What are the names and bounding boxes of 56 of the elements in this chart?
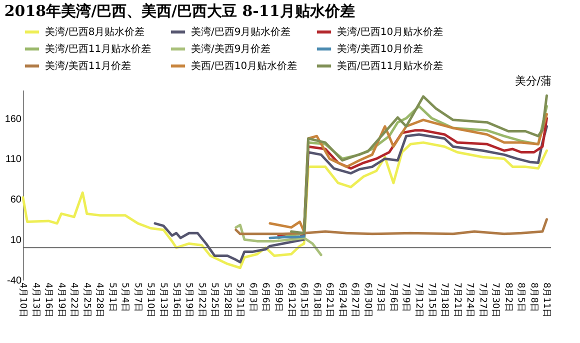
x-tick-label: 5月22日 [196,282,206,318]
x-tick-label: 7月6日 [388,282,398,312]
x-tick-label: 6月6日 [260,282,270,312]
x-tick-label: 8月8日 [528,282,538,312]
x-tick-label: 5月19日 [184,282,194,318]
x-tick-label: 6月27日 [350,282,360,318]
legend-label: 美湾/巴西9月贴水价差 [191,26,291,38]
legend-label: 美湾/巴西11月贴水价差 [45,43,152,55]
x-tick-label: 7月21日 [452,282,462,318]
x-tick-label: 6月9日 [272,282,283,312]
x-tick-label: 8月11日 [541,282,552,318]
x-tick-label: 7月15日 [426,282,436,318]
x-tick-label: 7月27日 [477,282,488,318]
x-tick-label: 5月16日 [170,282,181,318]
y-tick-label: 60 [10,194,22,206]
x-tick-label: 5月25日 [209,282,220,318]
x-tick-label: 6月30日 [362,282,372,318]
x-tick-label: 7月3日 [375,282,386,312]
legend-label: 美湾/美西11月价差 [45,60,132,72]
x-tick-label: 7月18日 [439,282,450,318]
x-tick-label: 4月13日 [30,282,40,318]
x-tick-label: 7月30日 [490,282,500,318]
legend-label: 美西/巴西11月贴水价差 [337,60,444,72]
y-axis-title: 美分/蒲 [514,74,552,88]
x-tick-label: 6月18日 [311,282,322,318]
x-tick-label: 8月5日 [516,282,526,312]
legend-label: 美湾/美西10月价差 [337,43,424,55]
chart-title: 2018年美湾/巴西、美西/巴西大豆 8-11月贴水价差 [4,2,355,20]
x-tick-label: 4月25日 [81,282,92,318]
y-tick-label: 160 [4,114,22,125]
legend-label: 美湾/巴西10月贴水价差 [337,26,444,38]
x-tick-label: 6月3日 [247,282,258,312]
x-tick-label: 5月28日 [222,282,232,318]
x-tick-label: 7月24日 [464,282,475,318]
x-tick-label: 4月22日 [68,282,79,318]
x-tick-label: 7月12日 [414,282,424,318]
x-tick-label: 6月12日 [286,282,296,318]
legend-label: 美西/巴西10月贴水价差 [191,60,298,72]
x-tick-label: 5月1日 [106,282,117,312]
x-tick-label: 4月19日 [56,282,66,318]
legend-label: 美湾/巴西8月贴水价差 [45,26,145,38]
y-tick-label: 10 [10,235,22,246]
x-tick-label: 8月2日 [502,282,513,312]
x-tick-label: 5月10日 [145,282,156,318]
x-tick-label: 6月15日 [298,282,309,318]
y-tick-label: 110 [6,154,22,166]
x-tick-label: 4月28日 [94,282,104,318]
x-tick-label: 5月4日 [120,282,130,312]
x-tick-label: 5月7日 [132,282,142,312]
x-tick-label: 5月31日 [234,282,245,318]
legend-label: 美湾/美西9月价差 [191,43,271,55]
x-tick-label: 6月21日 [324,282,334,318]
x-tick-label: 4月16日 [43,282,54,318]
x-tick-label: 7月9日 [400,282,411,312]
x-tick-label: 6月24日 [336,282,347,318]
x-tick-label: 5月13日 [158,282,168,318]
